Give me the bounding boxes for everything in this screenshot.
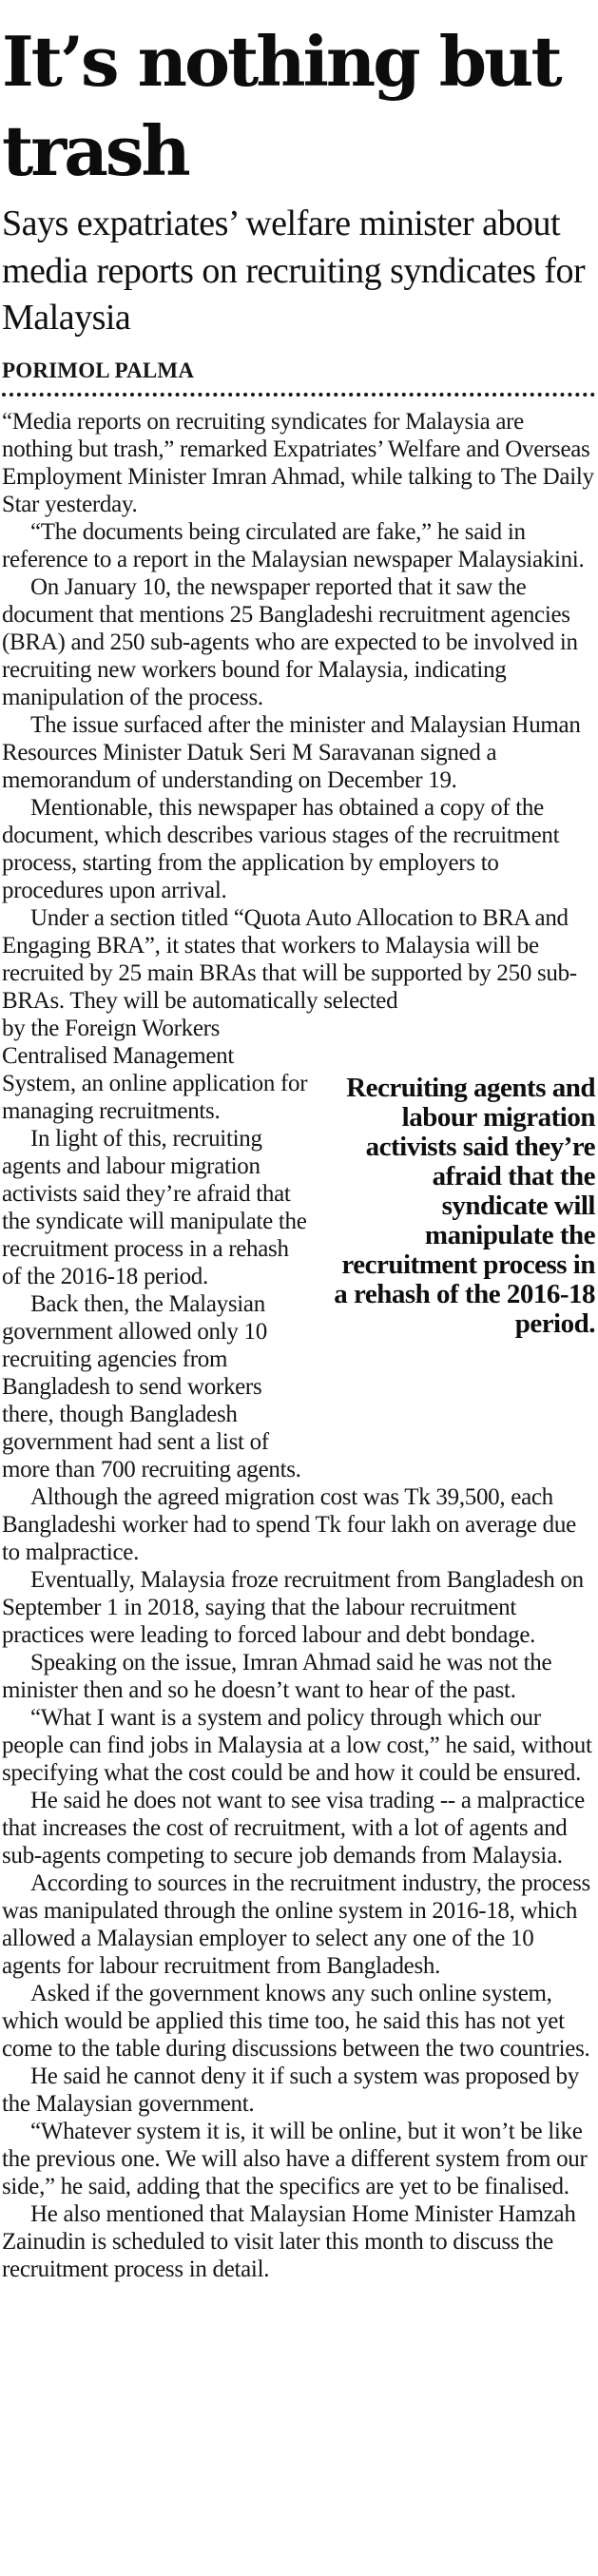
paragraph: “Whatever system it is, it will be onlin… xyxy=(2,2119,588,2200)
paragraph: He said he cannot deny it if such a syst… xyxy=(2,2063,579,2118)
paragraph-text: Under a section titled “Quota Auto Alloc… xyxy=(2,905,577,1015)
paragraph-text: by the Foreign Workers Centralised Manag… xyxy=(2,1016,308,1125)
headline: It’s nothing but trash xyxy=(2,21,563,191)
paragraph: He also mentioned that Malaysian Home Mi… xyxy=(2,2201,576,2283)
paragraph: Speaking on the issue, Imran Ahmad said … xyxy=(2,1650,552,1704)
paragraph: The issue surfaced after the minister an… xyxy=(2,712,581,794)
paragraph: Eventually, Malaysia froze recruitment f… xyxy=(2,1567,584,1649)
paragraph: Back then, the Malaysian government allo… xyxy=(2,1291,301,1483)
paragraph: “The documents being circulated are fake… xyxy=(2,519,585,573)
subheadline: Says expatriates’ welfare minister about… xyxy=(2,203,586,338)
paragraph: Mentionable, this newspaper has obtained… xyxy=(2,795,560,904)
pull-quote: Recruiting agents and labour migration a… xyxy=(334,1073,595,1340)
paragraph: Under a section titled “Quota Auto Alloc… xyxy=(2,904,595,1015)
paragraph: Asked if the government knows any such o… xyxy=(2,1981,590,2063)
article-body: “Media reports on recruiting syndicates … xyxy=(2,408,596,2283)
paragraph: “Media reports on recruiting syndicates … xyxy=(2,409,594,518)
paragraph: On January 10, the newspaper reported th… xyxy=(2,574,578,711)
paragraph: Although the agreed migration cost was T… xyxy=(2,1484,576,1566)
byline: PORIMOL PALMA xyxy=(2,358,195,383)
dotted-divider xyxy=(2,393,595,397)
paragraph: In light of this, recruiting agents and … xyxy=(2,1126,307,1290)
paragraph: “What I want is a system and policy thro… xyxy=(2,1705,592,1787)
paragraph: He said he does not want to see visa tra… xyxy=(2,1788,585,1869)
paragraph: According to sources in the recruitment … xyxy=(2,1870,590,1980)
